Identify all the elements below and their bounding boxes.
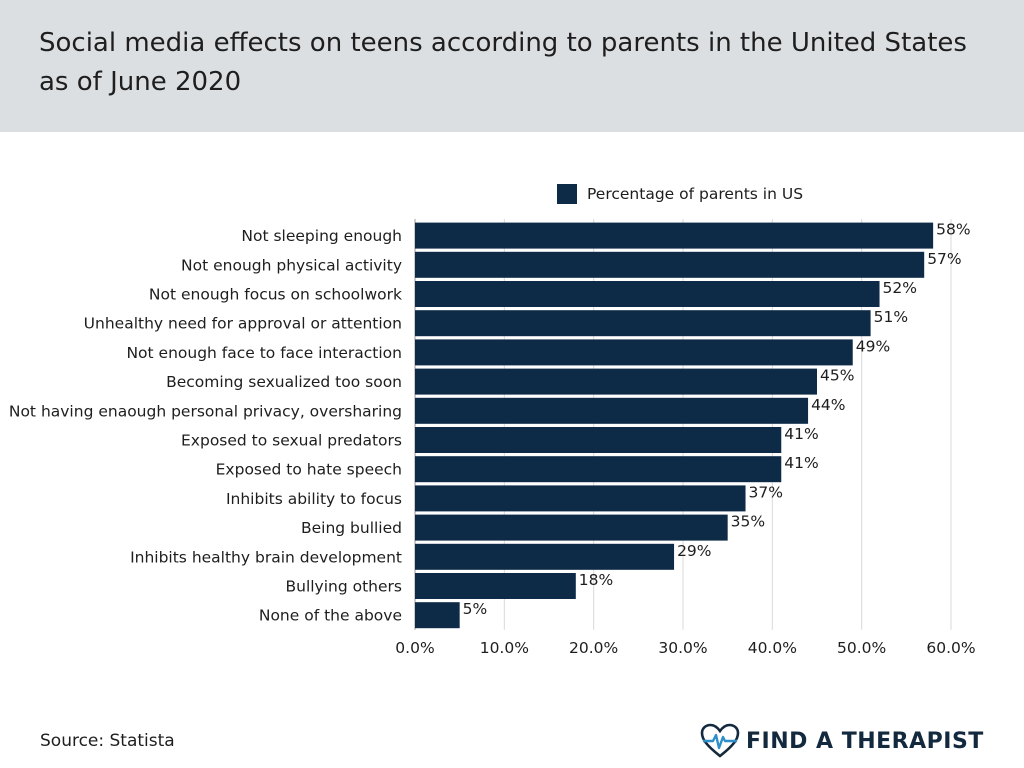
bar[interactable] (415, 397, 809, 424)
data-label: 5% (463, 600, 488, 618)
bar[interactable] (415, 310, 871, 337)
category-label: Not enough focus on schoolwork (149, 286, 402, 304)
data-label: 29% (677, 542, 711, 560)
therapist-heart-icon (700, 723, 740, 758)
x-tick-label: 40.0% (748, 639, 797, 657)
bar[interactable] (415, 602, 460, 629)
category-label: Not sleeping enough (241, 227, 402, 245)
bars (415, 222, 934, 629)
data-label: 35% (731, 513, 765, 531)
legend[interactable]: Percentage of parents in US (557, 184, 803, 204)
bar[interactable] (415, 573, 576, 599)
x-tick-label: 50.0% (837, 639, 886, 657)
brand-name: FIND A THERAPIST (746, 728, 984, 754)
header-banner: Social media effects on teens according … (0, 0, 1024, 132)
x-tick-label: 30.0% (658, 639, 707, 657)
brand-logo[interactable]: FIND A THERAPIST (700, 721, 984, 761)
category-label: Becoming sexualized too soon (166, 373, 402, 391)
x-tick-label: 60.0% (926, 639, 975, 657)
source-note: Source: Statista (40, 731, 175, 751)
category-label: Exposed to sexual predators (181, 432, 402, 450)
bar[interactable] (415, 339, 853, 366)
x-tick-label: 20.0% (569, 639, 618, 657)
data-label: 57% (927, 250, 961, 268)
bar[interactable] (415, 368, 817, 395)
data-label: 51% (874, 308, 908, 326)
bar[interactable] (415, 543, 675, 570)
bar[interactable] (415, 427, 782, 453)
category-label: Inhibits ability to focus (226, 490, 402, 508)
data-label: 58% (936, 221, 970, 239)
category-label: Not enough face to face interaction (126, 344, 402, 362)
data-label: 18% (579, 571, 613, 589)
category-labels: Not sleeping enough Not enough physical a… (9, 227, 402, 625)
chart-title: Social media effects on teens according … (39, 28, 967, 97)
bar[interactable] (415, 456, 782, 483)
data-label: 49% (856, 337, 890, 355)
bar[interactable] (415, 514, 728, 541)
x-axis-ticks: 0.0% 10.0% 20.0% 30.0% 40.0% 50.0% 60.0% (395, 639, 975, 657)
category-label: Not enough physical activity (181, 256, 402, 274)
bar[interactable] (415, 281, 880, 307)
category-label: Inhibits healthy brain development (130, 548, 402, 566)
data-label: 41% (784, 454, 818, 472)
data-label: 44% (811, 396, 845, 414)
category-label: Bullying others (285, 578, 402, 596)
category-label: Not having enaough personal privacy, ove… (9, 402, 402, 420)
category-label: None of the above (259, 607, 402, 625)
x-tick-label: 10.0% (480, 639, 529, 657)
value-labels: 58%57%52%51%49%45%44%41%41%37%35%29%18%5… (463, 221, 971, 619)
data-label: 52% (883, 279, 917, 297)
data-label: 37% (749, 483, 783, 501)
category-label: Unhealthy need for approval or attention (84, 315, 402, 333)
category-label: Exposed to hate speech (216, 461, 402, 479)
category-label: Being bullied (301, 519, 402, 537)
bar[interactable] (415, 485, 746, 512)
data-label: 41% (784, 425, 818, 443)
legend-label: Percentage of parents in US (587, 185, 803, 203)
bar[interactable] (415, 251, 925, 278)
bar[interactable] (415, 222, 934, 249)
x-tick-label: 0.0% (395, 639, 434, 657)
legend-swatch (557, 184, 577, 204)
data-label: 45% (820, 367, 854, 385)
